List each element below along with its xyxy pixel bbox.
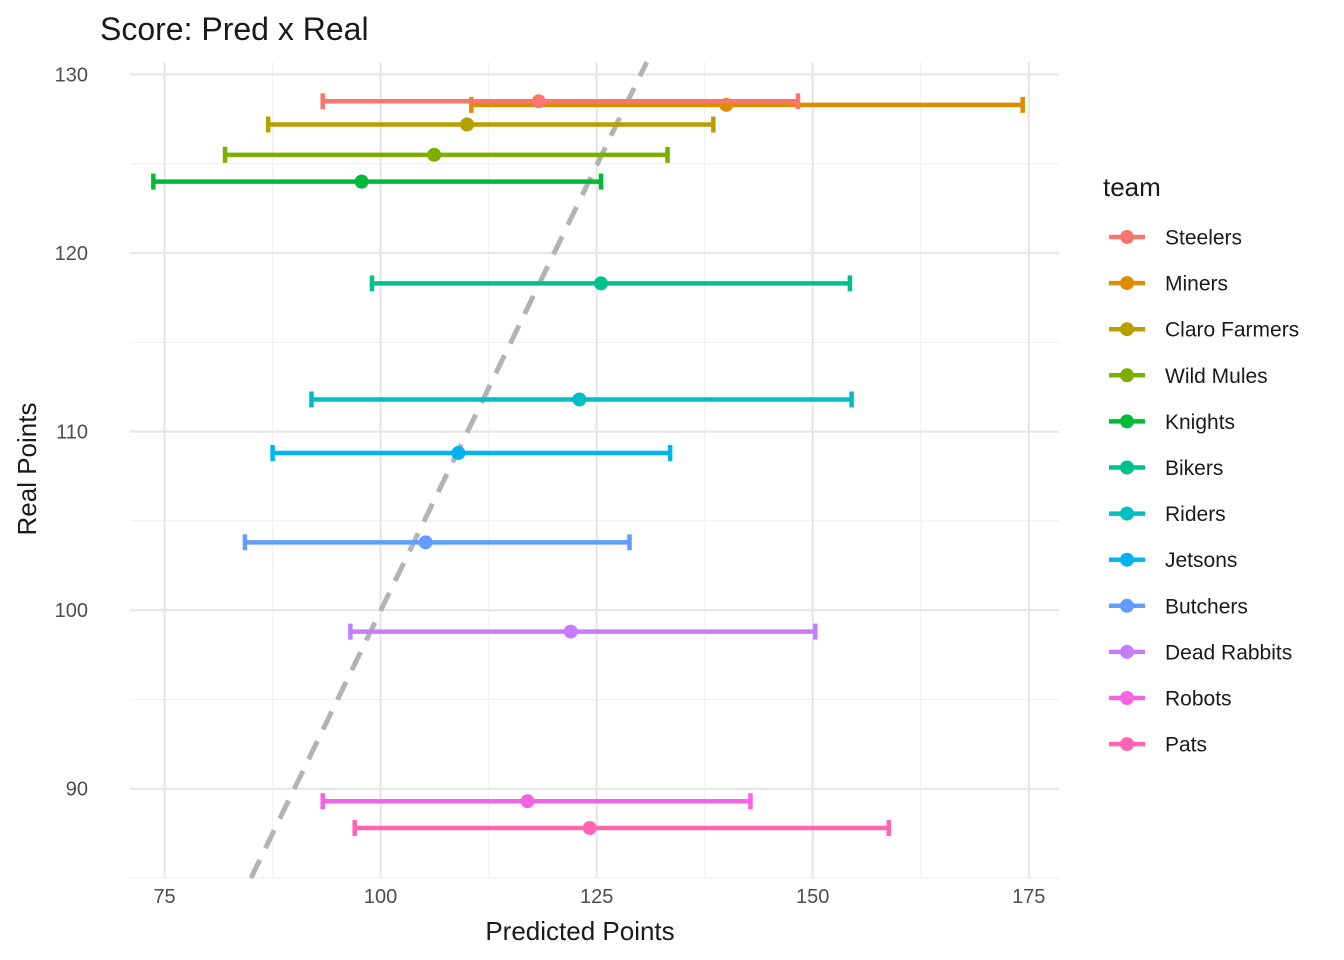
legend-key-point [1120, 598, 1134, 613]
y-tick-label: 90 [66, 779, 88, 801]
x-tick-label: 175 [1012, 886, 1045, 908]
tick-labels: 75 100 125 150 175 90 100 110 120 130 [55, 64, 1046, 908]
legend-label: Dead Rabbits [1165, 641, 1292, 664]
y-axis-title: Real Points [12, 403, 42, 536]
y-tick-label: 120 [55, 243, 88, 265]
legend-key-point [1120, 691, 1134, 705]
data-point [451, 446, 466, 461]
legend-label: Steelers [1165, 227, 1242, 250]
errorbar-group [151, 93, 1025, 837]
legend-key-point [1120, 322, 1134, 337]
legend-key-point [1120, 368, 1134, 383]
data-point [572, 392, 587, 407]
data-point [582, 821, 597, 836]
legend-key-point [1120, 414, 1134, 429]
grid [130, 62, 1059, 879]
x-tick-label: 100 [364, 886, 397, 908]
legend-label: Robots [1165, 688, 1232, 711]
y-tick-label: 110 [56, 422, 88, 444]
legend-label: Wild Mules [1165, 365, 1268, 388]
errorbar-steelers [320, 93, 801, 110]
legend-items: Steelers Miners Claro Farmers Wild Mules Kni… [1109, 227, 1299, 757]
legend-item: Dead Rabbits [1109, 641, 1292, 664]
legend-key-point [1120, 552, 1134, 567]
legend-key-point [1120, 506, 1134, 521]
x-tick-label: 125 [580, 886, 613, 908]
data-point [427, 147, 442, 162]
legend: team Steelers Miners Claro Farmers Wild Mul… [1103, 172, 1299, 757]
x-tick-label: 75 [153, 886, 175, 908]
errorbar-bikers [369, 275, 853, 292]
data-point [593, 276, 608, 291]
reference-line-group [248, 60, 650, 880]
legend-key-point [1120, 644, 1134, 659]
legend-item: Claro Farmers [1109, 319, 1299, 342]
legend-item: Wild Mules [1109, 365, 1268, 388]
x-axis-title: Predicted Points [485, 916, 674, 946]
legend-key-point [1120, 230, 1134, 244]
errorbar-wild-mules [222, 146, 670, 163]
errorbar-butchers [242, 534, 632, 551]
legend-key-point [1120, 737, 1134, 752]
legend-item: Bikers [1109, 457, 1223, 480]
legend-key-point [1120, 460, 1134, 475]
legend-item: Riders [1109, 503, 1226, 526]
errorbar-riders [309, 391, 854, 408]
legend-label: Bikers [1165, 457, 1223, 480]
data-point [520, 794, 535, 809]
legend-item: Jetsons [1109, 549, 1237, 572]
legend-item: Butchers [1109, 595, 1248, 618]
reference-line [248, 60, 650, 880]
legend-item: Robots [1109, 688, 1232, 711]
legend-label: Claro Farmers [1165, 319, 1299, 342]
errorbar-claro-farmers [266, 116, 716, 133]
legend-label: Riders [1165, 503, 1226, 526]
errorbar-robots [320, 793, 753, 810]
legend-label: Miners [1165, 273, 1228, 296]
legend-label: Pats [1165, 734, 1207, 757]
data-point [563, 624, 578, 639]
legend-item: Miners [1109, 273, 1228, 296]
errorbar-knights [151, 173, 604, 190]
data-point [460, 117, 475, 132]
legend-label: Knights [1165, 411, 1235, 434]
y-tick-label: 100 [55, 600, 88, 622]
legend-item: Knights [1109, 411, 1235, 434]
legend-title: team [1103, 172, 1161, 202]
legend-label: Jetsons [1165, 549, 1237, 572]
data-point [531, 94, 546, 109]
legend-label: Butchers [1165, 595, 1248, 618]
data-point [354, 174, 369, 189]
data-point [418, 535, 433, 550]
legend-item: Pats [1109, 734, 1207, 757]
legend-item: Steelers [1109, 227, 1242, 250]
x-tick-label: 150 [796, 886, 829, 908]
chart-title: Score: Pred x Real [100, 11, 369, 47]
y-tick-label: 130 [55, 64, 88, 86]
legend-key-point [1120, 276, 1134, 291]
errorbar-jetsons [270, 445, 673, 462]
errorbar-dead-rabbits [348, 623, 818, 640]
errorbar-pats [352, 820, 892, 837]
